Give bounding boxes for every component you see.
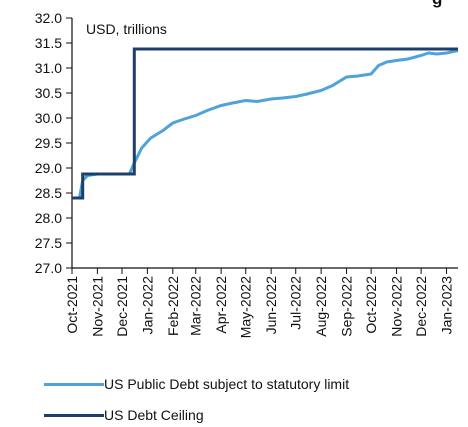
legend-item-debt-ceiling: US Debt Ceiling (44, 407, 204, 423)
x-tick-label: Nov-2021 (89, 276, 105, 337)
x-tick-label: Apr-2022 (213, 276, 229, 334)
x-tick-label: Oct-2021 (64, 276, 80, 334)
y-tick-label: 27.5 (35, 235, 62, 251)
x-tick-label: Nov-2022 (389, 276, 405, 337)
y-tick-label: 32.0 (35, 10, 62, 26)
x-tick-label: May-2022 (238, 276, 254, 338)
x-tick-label: Dec-2022 (413, 276, 429, 337)
x-tick-label: Dec-2021 (114, 276, 130, 337)
x-tick-label: Jan-2022 (139, 276, 155, 335)
y-tick-label: 30.0 (35, 110, 62, 126)
y-tick-label: 30.5 (35, 85, 62, 101)
chart-title-fragment: g (432, 0, 442, 8)
legend-item-public-debt: US Public Debt subject to statutory limi… (44, 376, 349, 392)
y-tick-label: 31.5 (35, 35, 62, 51)
x-tick-label: Mar-2022 (188, 276, 204, 336)
y-tick-label: 29.5 (35, 135, 62, 151)
y-tick-label: 28.0 (35, 210, 62, 226)
series-line-public-debt (72, 49, 459, 200)
legend-swatch-debt-ceiling (44, 413, 104, 417)
x-tick-label: Jan-2023 (439, 276, 455, 335)
y-tick-label: 29.0 (35, 160, 62, 176)
x-tick-label: Feb-2022 (165, 276, 181, 336)
x-tick-label: Aug-2022 (313, 276, 329, 337)
legend-label-debt-ceiling: US Debt Ceiling (104, 407, 204, 423)
x-tick-label: Sep-2022 (339, 276, 355, 337)
y-tick-label: 27.0 (35, 260, 62, 276)
x-tick-label: Jun-2022 (263, 276, 279, 335)
plot-area: 27.0 27.5 28.0 28.5 29.0 29.5 30.0 30.5 31.0 31.5… (35, 10, 459, 338)
unit-label: USD, trillions (86, 21, 167, 37)
x-tick-label: Jul-2022 (288, 276, 304, 330)
series-line-debt-ceiling (72, 47, 458, 200)
y-tick-label: 28.5 (35, 185, 62, 201)
x-tick-label: Oct-2022 (363, 276, 379, 334)
legend-label-public-debt: US Public Debt subject to statutory limi… (104, 376, 350, 392)
y-tick-label: 31.0 (35, 60, 62, 76)
legend-swatch-public-debt (44, 382, 104, 386)
